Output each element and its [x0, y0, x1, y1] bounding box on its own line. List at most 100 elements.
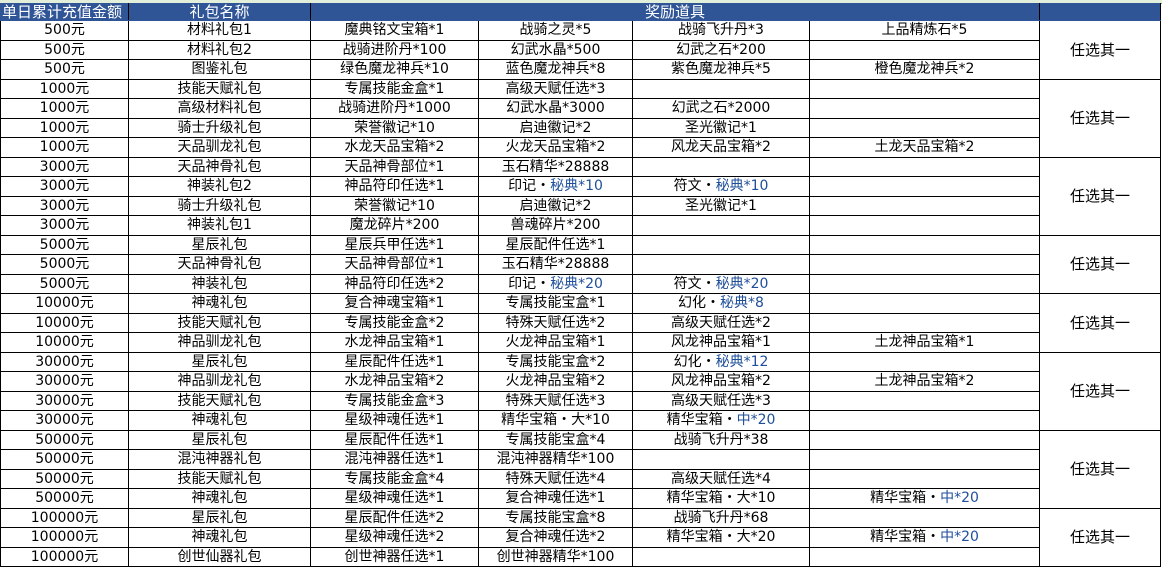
package-name-cell[interactable]: 高级材料礼包: [128, 98, 311, 119]
reward-item-cell[interactable]: [809, 215, 1040, 236]
reward-item-cell[interactable]: 荣誉徽记*10: [310, 195, 479, 216]
reward-item-cell[interactable]: 绿色魔龙神兵*10: [310, 59, 479, 80]
amount-cell[interactable]: 3000元: [0, 156, 129, 177]
reward-item-cell[interactable]: [809, 273, 1040, 294]
reward-item-cell[interactable]: 精华宝箱・大*10: [632, 488, 810, 509]
reward-item-cell[interactable]: 特殊天赋任选*2: [478, 312, 633, 333]
reward-item-cell[interactable]: 天品神骨部位*1: [310, 156, 479, 177]
reward-item-cell[interactable]: 天品神骨部位*1: [310, 254, 479, 275]
reward-item-cell[interactable]: 紫色魔龙神兵*5: [632, 59, 810, 80]
reward-item-cell[interactable]: 幻武之石*200: [632, 39, 810, 60]
reward-item-cell[interactable]: 精华宝箱・中*20: [809, 527, 1040, 548]
header-blank[interactable]: [1039, 3, 1161, 21]
reward-item-cell[interactable]: [632, 234, 810, 255]
amount-cell[interactable]: 500元: [0, 39, 129, 60]
reward-item-cell[interactable]: 火龙神品宝箱*1: [478, 332, 633, 353]
reward-item-cell[interactable]: 启迪徽记*2: [478, 117, 633, 138]
reward-item-cell[interactable]: 土龙神品宝箱*2: [809, 371, 1040, 392]
package-name-cell[interactable]: 神装礼包1: [128, 215, 311, 236]
reward-item-cell[interactable]: [632, 156, 810, 177]
reward-item-cell[interactable]: 火龙天品宝箱*2: [478, 137, 633, 158]
reward-item-cell[interactable]: 幻化・秘典*8: [632, 293, 810, 314]
package-name-cell[interactable]: 星辰礼包: [128, 351, 311, 372]
reward-item-cell[interactable]: 幻武之石*2000: [632, 98, 810, 119]
choose-one-cell[interactable]: 任选其一: [1039, 429, 1161, 509]
package-name-cell[interactable]: 技能天赋礼包: [128, 390, 311, 411]
amount-cell[interactable]: 10000元: [0, 312, 129, 333]
choose-one-cell[interactable]: 任选其一: [1039, 351, 1161, 431]
package-name-cell[interactable]: 材料礼包2: [128, 39, 311, 60]
reward-item-cell[interactable]: 战骑飞升丹*68: [632, 507, 810, 528]
amount-cell[interactable]: 10000元: [0, 332, 129, 353]
reward-item-cell[interactable]: 复合神魂宝箱*1: [310, 293, 479, 314]
package-name-cell[interactable]: 技能天赋礼包: [128, 468, 311, 489]
choose-one-cell[interactable]: 任选其一: [1039, 78, 1161, 158]
reward-item-cell[interactable]: 高级天赋任选*3: [478, 78, 633, 99]
reward-item-cell[interactable]: [809, 390, 1040, 411]
package-name-cell[interactable]: 神魂礼包: [128, 527, 311, 548]
reward-item-cell[interactable]: 土龙神品宝箱*1: [809, 332, 1040, 353]
reward-item-cell[interactable]: 混沌神器精华*100: [478, 449, 633, 470]
reward-item-cell[interactable]: 荣誉徽记*10: [310, 117, 479, 138]
reward-item-cell[interactable]: 专属技能金盒*4: [310, 468, 479, 489]
reward-item-cell[interactable]: [809, 410, 1040, 431]
amount-cell[interactable]: 3000元: [0, 215, 129, 236]
reward-item-cell[interactable]: 高级天赋任选*2: [632, 312, 810, 333]
package-name-cell[interactable]: 图鉴礼包: [128, 59, 311, 80]
amount-cell[interactable]: 30000元: [0, 410, 129, 431]
reward-item-cell[interactable]: 高级天赋任选*3: [632, 390, 810, 411]
reward-item-cell[interactable]: [809, 234, 1040, 255]
header-amount[interactable]: 单日累计充值金额: [0, 3, 129, 21]
reward-item-cell[interactable]: 精华宝箱・中*20: [809, 488, 1040, 509]
amount-cell[interactable]: 1000元: [0, 117, 129, 138]
amount-cell[interactable]: 5000元: [0, 234, 129, 255]
reward-item-cell[interactable]: 幻武水晶*500: [478, 39, 633, 60]
package-name-cell[interactable]: 星辰礼包: [128, 234, 311, 255]
reward-item-cell[interactable]: 战骑飞升丹*3: [632, 20, 810, 41]
package-name-cell[interactable]: 神魂礼包: [128, 293, 311, 314]
reward-item-cell[interactable]: 战骑进阶丹*100: [310, 39, 479, 60]
amount-cell[interactable]: 10000元: [0, 293, 129, 314]
package-name-cell[interactable]: 神品驯龙礼包: [128, 371, 311, 392]
reward-item-cell[interactable]: 星级神魂任选*1: [310, 410, 479, 431]
amount-cell[interactable]: 1000元: [0, 137, 129, 158]
reward-item-cell[interactable]: 专属技能金盒*3: [310, 390, 479, 411]
reward-item-cell[interactable]: 玉石精华*28888: [478, 156, 633, 177]
reward-item-cell[interactable]: 橙色魔龙神兵*2: [809, 59, 1040, 80]
amount-cell[interactable]: 50000元: [0, 449, 129, 470]
reward-item-cell[interactable]: 土龙天品宝箱*2: [809, 137, 1040, 158]
reward-item-cell[interactable]: 水龙神品宝箱*2: [310, 371, 479, 392]
reward-item-cell[interactable]: 幻化・秘典*12: [632, 351, 810, 372]
reward-item-cell[interactable]: [809, 98, 1040, 119]
reward-item-cell[interactable]: 精华宝箱・中*20: [632, 410, 810, 431]
choose-one-cell[interactable]: 任选其一: [1039, 293, 1161, 353]
package-name-cell[interactable]: 星辰礼包: [128, 507, 311, 528]
reward-item-cell[interactable]: 战骑进阶丹*1000: [310, 98, 479, 119]
amount-cell[interactable]: 100000元: [0, 546, 129, 567]
package-name-cell[interactable]: 神品驯龙礼包: [128, 332, 311, 353]
package-name-cell[interactable]: 材料礼包1: [128, 20, 311, 41]
reward-item-cell[interactable]: 特殊天赋任选*4: [478, 468, 633, 489]
reward-item-cell[interactable]: 专属技能宝盒*1: [478, 293, 633, 314]
amount-cell[interactable]: 50000元: [0, 488, 129, 509]
package-name-cell[interactable]: 混沌神器礼包: [128, 449, 311, 470]
reward-item-cell[interactable]: [809, 351, 1040, 372]
choose-one-cell[interactable]: 任选其一: [1039, 20, 1161, 80]
reward-item-cell[interactable]: [632, 78, 810, 99]
amount-cell[interactable]: 1000元: [0, 78, 129, 99]
amount-cell[interactable]: 500元: [0, 20, 129, 41]
reward-item-cell[interactable]: 星级神魂任选*1: [310, 488, 479, 509]
amount-cell[interactable]: 30000元: [0, 351, 129, 372]
reward-item-cell[interactable]: 专属技能金盒*1: [310, 78, 479, 99]
choose-one-cell[interactable]: 任选其一: [1039, 507, 1161, 567]
reward-item-cell[interactable]: 水龙天品宝箱*2: [310, 137, 479, 158]
reward-item-cell[interactable]: [809, 429, 1040, 450]
reward-item-cell[interactable]: 复合神魂任选*2: [478, 527, 633, 548]
package-name-cell[interactable]: 骑士升级礼包: [128, 117, 311, 138]
reward-item-cell[interactable]: 印记・秘典*10: [478, 176, 633, 197]
reward-item-cell[interactable]: 专属技能宝盒*4: [478, 429, 633, 450]
reward-item-cell[interactable]: 兽魂碎片*200: [478, 215, 633, 236]
reward-item-cell[interactable]: [809, 254, 1040, 275]
reward-item-cell[interactable]: 上品精炼石*5: [809, 20, 1040, 41]
amount-cell[interactable]: 5000元: [0, 273, 129, 294]
